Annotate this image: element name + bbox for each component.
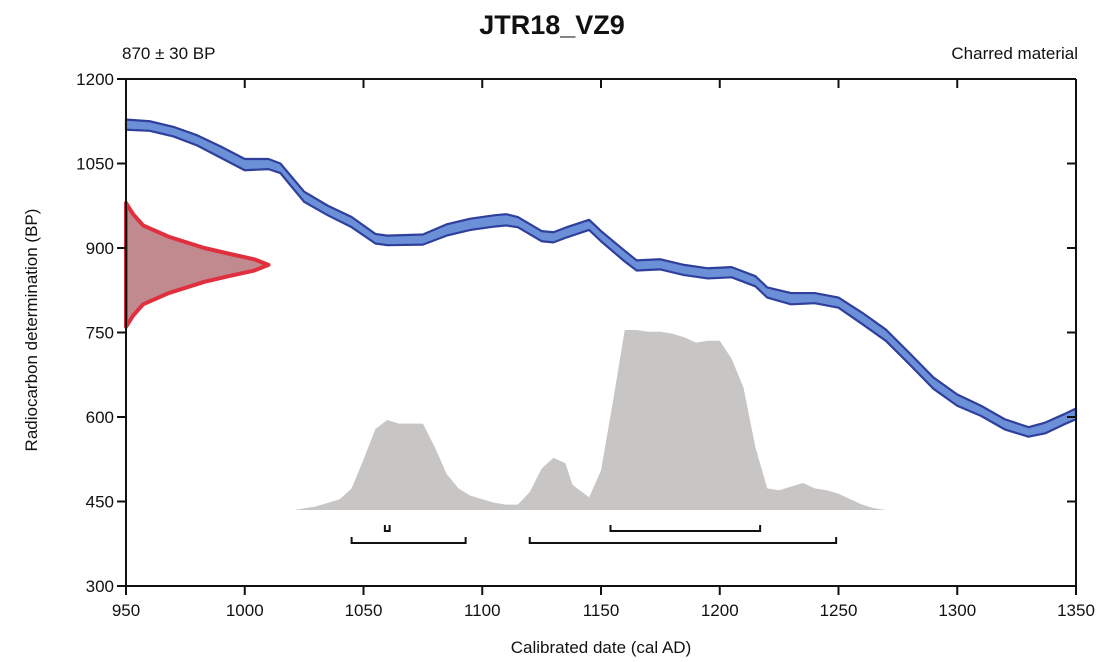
x-tick-label: 1000 [226,601,264,620]
sample-material-label: Charred material [951,44,1078,63]
x-tick-label: 1050 [345,601,383,620]
y-tick-label: 1050 [76,155,114,174]
y-tick-label: 750 [86,324,114,343]
chart-title: JTR18_VZ9 [479,10,625,40]
x-tick-label: 1250 [820,601,858,620]
x-tick-label: 1350 [1057,601,1095,620]
y-tick-label: 900 [86,239,114,258]
x-tick-label: 1100 [464,601,501,620]
posterior-distribution-area [294,330,898,510]
x-tick-label: 1150 [583,601,620,620]
x-tick-label: 950 [112,601,140,620]
range-bracket-682 [383,525,391,532]
range-bracket-954 [350,537,467,544]
calibration-curve-band [124,118,1078,438]
y-tick-label: 300 [86,577,114,596]
range-bracket-954 [528,537,838,544]
range-bracket-682 [609,525,762,532]
y-tick-label: 450 [86,493,114,512]
x-axis-label: Calibrated date (cal AD) [510,638,692,657]
radiocarbon-date-distribution [124,200,271,329]
sample-age-label: 870 ± 30 BP [122,44,216,63]
y-tick-label: 1200 [76,70,114,89]
x-tick-label: 1300 [938,601,976,620]
x-tick-label: 1200 [701,601,739,620]
y-tick-label: 600 [86,408,114,427]
